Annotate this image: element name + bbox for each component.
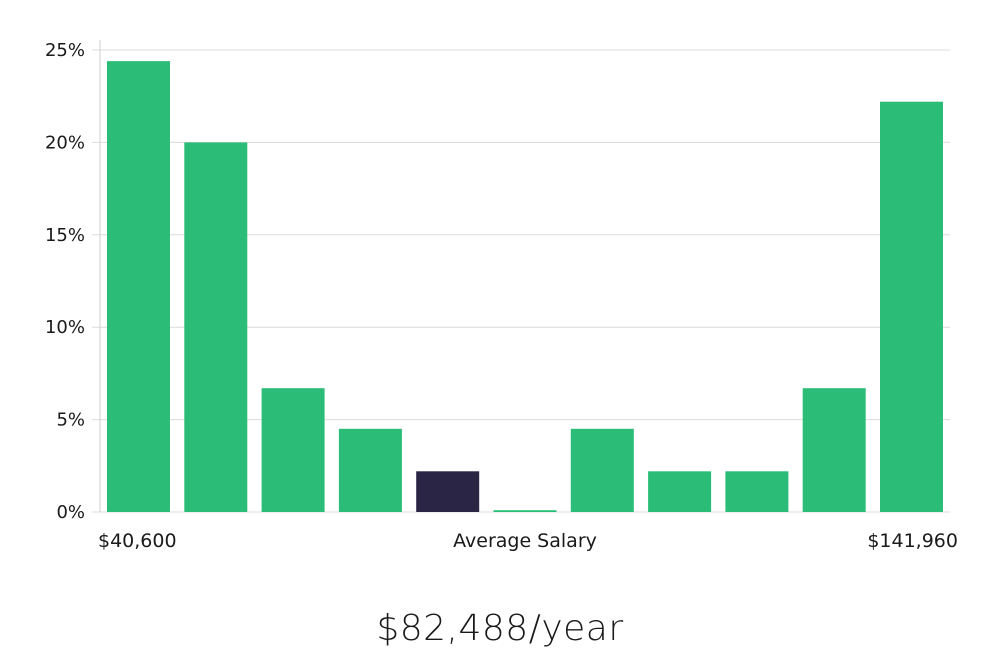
bar — [570, 428, 634, 512]
bar-highlight — [416, 471, 480, 512]
bar — [184, 142, 248, 512]
y-tick-label: 25% — [45, 40, 85, 61]
bar — [493, 510, 557, 512]
bar — [802, 388, 866, 512]
bar — [880, 101, 943, 512]
x-min-label: $40,600 — [98, 530, 177, 552]
x-axis-title: Average Salary — [453, 530, 597, 552]
y-tick-labels: 0% 5% 10% 15% 20% 25% — [45, 40, 85, 523]
salary-histogram: 0%5%10%15%20%25% $40,600 Average Salary … — [45, 40, 958, 552]
y-tick-label: 15% — [45, 225, 85, 246]
y-tick-label: 0% — [56, 502, 85, 523]
bar — [338, 428, 402, 512]
bar — [261, 388, 325, 512]
bar — [648, 471, 712, 512]
average-salary-value: $82,488/year — [376, 608, 624, 649]
y-tick-label: 20% — [45, 132, 85, 153]
bars — [107, 61, 943, 512]
y-tick-label: 5% — [56, 410, 85, 431]
y-tick-label: 10% — [45, 317, 85, 338]
bar — [725, 471, 789, 512]
x-max-label: $141,960 — [867, 530, 958, 552]
bar — [107, 61, 170, 512]
